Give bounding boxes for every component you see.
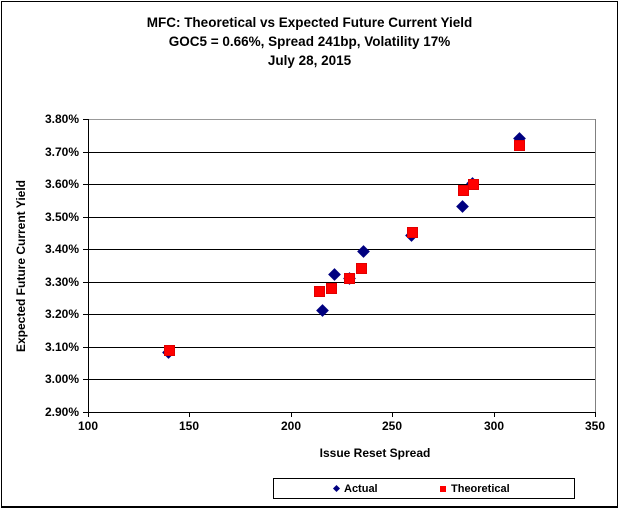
- chart-title: MFC: Theoretical vs Expected Future Curr…: [0, 13, 619, 70]
- data-point-theoretical: [514, 139, 526, 151]
- gridline: [88, 119, 595, 120]
- gridline: [88, 184, 595, 185]
- x-tick-mark: [189, 412, 190, 417]
- x-tick-mark: [392, 412, 393, 417]
- x-axis-line: [88, 412, 596, 413]
- gridline: [88, 379, 595, 380]
- x-tick-label: 250: [381, 419, 403, 433]
- x-tick-label: 100: [77, 419, 99, 433]
- y-tick-mark: [83, 314, 88, 315]
- x-axis-title: Issue Reset Spread: [319, 446, 431, 460]
- data-point-theoretical: [325, 282, 337, 294]
- y-tick-mark: [83, 119, 88, 120]
- data-point-theoretical: [356, 263, 368, 275]
- gridline: [88, 314, 595, 315]
- legend-item-theoretical: Theoretical: [440, 479, 510, 498]
- gridline: [88, 347, 595, 348]
- y-tick-label: 3.00%: [44, 372, 79, 386]
- x-tick-mark: [494, 412, 495, 417]
- legend-label-actual: Actual: [344, 482, 378, 495]
- y-tick-mark: [83, 379, 88, 380]
- x-tick-mark: [88, 412, 89, 417]
- theoretical-square-icon: [440, 485, 446, 492]
- chart-title-line-1: MFC: Theoretical vs Expected Future Curr…: [146, 15, 473, 30]
- y-axis-line: [88, 119, 89, 413]
- data-point-theoretical: [344, 273, 356, 285]
- chart-title-line-2: GOC5 = 0.66%, Spread 241bp, Volatility 1…: [168, 34, 451, 49]
- y-tick-mark: [83, 184, 88, 185]
- x-tick-mark: [595, 412, 596, 417]
- x-tick-label: 200: [280, 419, 302, 433]
- data-point-theoretical: [457, 185, 469, 197]
- y-tick-label: 3.40%: [44, 242, 79, 256]
- y-tick-mark: [83, 249, 88, 250]
- x-tick-mark: [291, 412, 292, 417]
- legend-item-actual: Actual: [332, 479, 378, 498]
- y-tick-mark: [83, 347, 88, 348]
- legend: Actual Theoretical: [273, 478, 575, 499]
- data-point-theoretical: [467, 178, 479, 190]
- x-tick-label: 150: [178, 419, 200, 433]
- gridline: [88, 282, 595, 283]
- y-tick-label: 3.30%: [44, 275, 79, 289]
- y-tick-label: 3.50%: [44, 210, 79, 224]
- x-tick-label: 300: [483, 419, 505, 433]
- chart-title-line-3: July 28, 2015: [267, 53, 352, 68]
- data-point-theoretical: [406, 227, 418, 239]
- legend-label-theoretical: Theoretical: [451, 482, 510, 495]
- gridline: [88, 217, 595, 218]
- gridline: [88, 152, 595, 153]
- x-tick-label: 350: [584, 419, 606, 433]
- data-point-theoretical: [313, 286, 325, 298]
- y-tick-label: 3.20%: [44, 307, 79, 321]
- y-tick-mark: [83, 152, 88, 153]
- y-tick-label: 3.70%: [44, 145, 79, 159]
- y-tick-label: 2.90%: [44, 405, 79, 419]
- actual-diamond-icon: [332, 484, 341, 493]
- y-axis-title: Expected Future Current Yield: [14, 179, 28, 353]
- y-tick-mark: [83, 412, 88, 413]
- y-tick-label: 3.10%: [44, 340, 79, 354]
- y-tick-mark: [83, 282, 88, 283]
- plot-right-border: [595, 119, 596, 412]
- y-tick-label: 3.60%: [44, 177, 79, 191]
- y-tick-mark: [83, 217, 88, 218]
- y-tick-label: 3.80%: [44, 112, 79, 126]
- data-point-theoretical: [163, 344, 175, 356]
- gridline: [88, 249, 595, 250]
